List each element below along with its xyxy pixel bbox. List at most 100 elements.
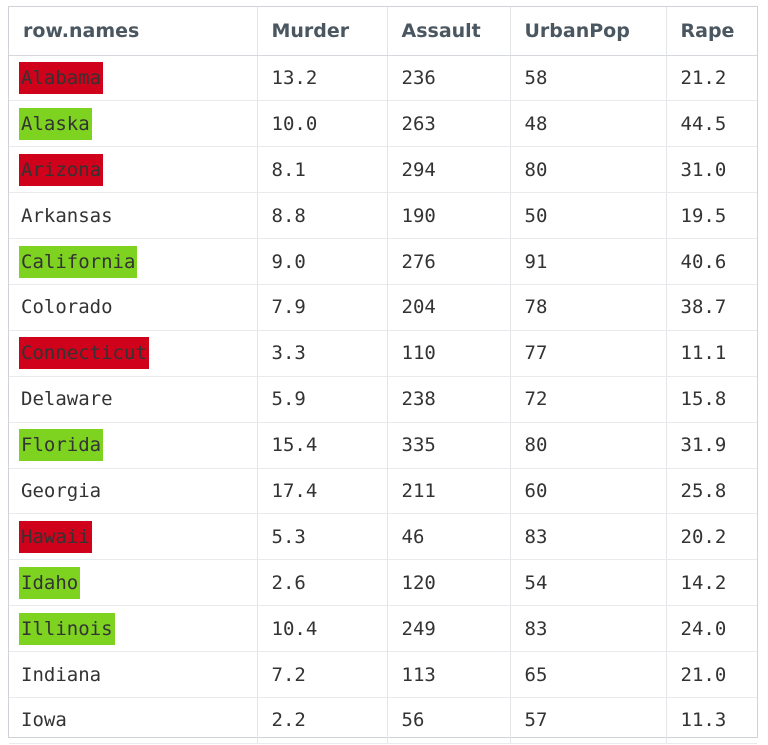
assault-cell: 263	[387, 100, 511, 148]
murder-cell: 7.9	[257, 284, 388, 331]
table-row[interactable]: Alaska 10.0 263 48 44.5	[9, 100, 757, 148]
row-name-cell: California	[9, 238, 258, 285]
table-row[interactable]: Hawaii 5.3 46 83 20.2	[9, 513, 757, 561]
row-name-label: California	[19, 245, 138, 278]
row-name-cell: Arkansas	[9, 192, 258, 240]
rape-cell: 20.2	[666, 513, 757, 561]
table-row[interactable]: Delaware 5.9 238 72 15.8	[9, 376, 757, 423]
urbanpop-cell: 77	[510, 330, 667, 377]
row-name-cell: Iowa	[9, 697, 258, 744]
urbanpop-cell: 83	[510, 513, 667, 561]
row-name-label: Delaware	[21, 388, 113, 411]
row-name-cell: Idaho	[9, 559, 258, 607]
row-name-cell: Alaska	[9, 100, 258, 148]
murder-cell: 17.4	[257, 468, 388, 515]
row-name-cell: Colorado	[9, 284, 258, 331]
row-name-label: Arkansas	[21, 204, 113, 227]
murder-cell: 2.2	[257, 697, 388, 744]
row-name-label: Alabama	[19, 61, 104, 94]
murder-cell: 9.0	[257, 238, 388, 285]
row-name-cell: Alabama	[9, 55, 258, 102]
row-name-label: Connecticut	[19, 337, 149, 370]
murder-cell: 8.1	[257, 146, 388, 194]
urbanpop-cell: 58	[510, 55, 667, 102]
rape-cell: 19.5	[666, 192, 757, 240]
assault-cell: 249	[387, 605, 511, 653]
rape-cell: 21.0	[666, 651, 757, 698]
column-header-urbanpop[interactable]: UrbanPop	[510, 7, 667, 56]
column-header-assault[interactable]: Assault	[387, 7, 511, 56]
assault-cell: 204	[387, 284, 511, 331]
murder-cell: 7.2	[257, 651, 388, 698]
table-row[interactable]: Idaho 2.6 120 54 14.2	[9, 559, 757, 607]
assault-cell: 236	[387, 55, 511, 102]
column-header-murder[interactable]: Murder	[257, 7, 388, 56]
row-name-cell: Florida	[9, 422, 258, 469]
row-name-label: Florida	[19, 429, 104, 462]
assault-cell: 110	[387, 330, 511, 377]
urbanpop-cell: 78	[510, 284, 667, 331]
table-row[interactable]: Arizona 8.1 294 80 31.0	[9, 146, 757, 194]
row-name-cell: Arizona	[9, 146, 258, 194]
assault-cell: 56	[387, 697, 511, 744]
assault-cell: 46	[387, 513, 511, 561]
rape-cell: 25.8	[666, 468, 757, 515]
urbanpop-cell: 83	[510, 605, 667, 653]
table-row[interactable]: Iowa 2.2 56 57 11.3	[9, 697, 757, 744]
table-row[interactable]: Florida 15.4 335 80 31.9	[9, 422, 757, 469]
table-row[interactable]: Indiana 7.2 113 65 21.0	[9, 651, 757, 698]
table-row[interactable]: Colorado 7.9 204 78 38.7	[9, 284, 757, 331]
rape-cell: 40.6	[666, 238, 757, 285]
assault-cell: 294	[387, 146, 511, 194]
rape-cell: 31.9	[666, 422, 757, 469]
table-row[interactable]: California 9.0 276 91 40.6	[9, 238, 757, 285]
table-row[interactable]: Connecticut 3.3 110 77 11.1	[9, 330, 757, 377]
row-name-cell: Connecticut	[9, 330, 258, 377]
table-header: row.names Murder Assault UrbanPop Rape	[9, 7, 757, 56]
urbanpop-cell: 65	[510, 651, 667, 698]
urbanpop-cell: 91	[510, 238, 667, 285]
row-name-cell: Illinois	[9, 605, 258, 653]
row-name-label: Georgia	[21, 479, 102, 502]
murder-cell: 15.4	[257, 422, 388, 469]
table-row[interactable]: Arkansas 8.8 190 50 19.5	[9, 192, 757, 240]
rape-cell: 38.7	[666, 284, 757, 331]
urbanpop-cell: 60	[510, 468, 667, 515]
row-name-label: Iowa	[21, 709, 67, 732]
row-name-label: Hawaii	[19, 520, 92, 553]
rape-cell: 24.0	[666, 605, 757, 653]
rape-cell: 11.3	[666, 697, 757, 744]
assault-cell: 238	[387, 376, 511, 423]
murder-cell: 5.9	[257, 376, 388, 423]
table-row[interactable]: Alabama 13.2 236 58 21.2	[9, 55, 757, 102]
data-table-panel: row.names Murder Assault UrbanPop Rape A…	[8, 6, 758, 744]
murder-cell: 3.3	[257, 330, 388, 377]
assault-cell: 276	[387, 238, 511, 285]
assault-cell: 120	[387, 559, 511, 607]
urbanpop-cell: 48	[510, 100, 667, 148]
rape-cell: 31.0	[666, 146, 757, 194]
murder-cell: 2.6	[257, 559, 388, 607]
row-name-label: Colorado	[21, 296, 113, 319]
assault-cell: 211	[387, 468, 511, 515]
rape-cell: 11.1	[666, 330, 757, 377]
row-name-cell: Hawaii	[9, 513, 258, 561]
murder-cell: 10.0	[257, 100, 388, 148]
urbanpop-cell: 57	[510, 697, 667, 744]
murder-cell: 10.4	[257, 605, 388, 653]
header-row: row.names Murder Assault UrbanPop Rape	[9, 7, 757, 56]
row-name-label: Arizona	[19, 153, 104, 186]
urbanpop-cell: 80	[510, 146, 667, 194]
assault-cell: 335	[387, 422, 511, 469]
column-header-row-names[interactable]: row.names	[9, 7, 258, 56]
urbanpop-cell: 72	[510, 376, 667, 423]
column-header-rape[interactable]: Rape	[666, 7, 757, 56]
murder-cell: 5.3	[257, 513, 388, 561]
urbanpop-cell: 54	[510, 559, 667, 607]
row-name-cell: Delaware	[9, 376, 258, 423]
table-row[interactable]: Illinois 10.4 249 83 24.0	[9, 605, 757, 653]
row-name-cell: Indiana	[9, 651, 258, 698]
table-row[interactable]: Georgia 17.4 211 60 25.8	[9, 468, 757, 515]
data-table: row.names Murder Assault UrbanPop Rape A…	[9, 7, 757, 744]
urbanpop-cell: 80	[510, 422, 667, 469]
